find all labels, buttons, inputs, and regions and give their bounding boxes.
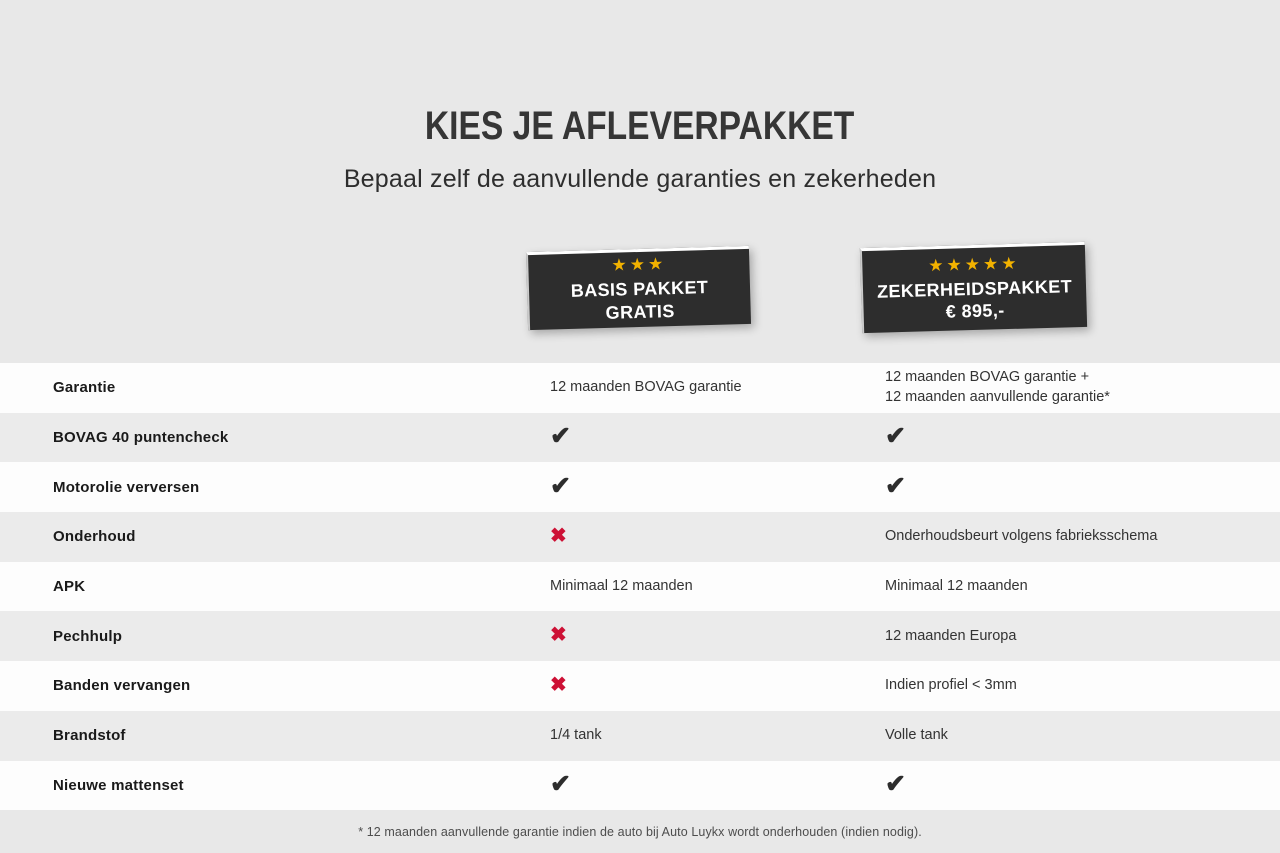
comparison-table: Garantie 12 maanden BOVAG garantie 12 maan… bbox=[0, 363, 1280, 811]
table-row: Banden vervangen ✖ Indien profiel < 3mm bbox=[0, 661, 1280, 711]
row-label: BOVAG 40 puntencheck bbox=[53, 429, 229, 447]
page-header: KIES JE AFLEVERPAKKET Bepaal zelf de aan… bbox=[0, 0, 1280, 194]
row-label: Motorolie verversen bbox=[53, 478, 200, 496]
check-icon: ✔ bbox=[885, 471, 906, 500]
check-icon: ✔ bbox=[550, 471, 571, 500]
table-cell-basis: ✖ bbox=[550, 625, 885, 648]
table-cell-basis: ✖ bbox=[550, 526, 885, 549]
table-cell-zekerheid: ✔ bbox=[885, 471, 1280, 501]
page-subtitle: Bepaal zelf de aanvullende garanties en … bbox=[343, 165, 937, 193]
table-cell-zekerheid: Onderhoudsbeurt volgens fabrieksschema bbox=[885, 528, 1158, 545]
star-rating: ★★★★★ bbox=[927, 253, 1020, 275]
table-row: APK Minimaal 12 maanden Minimaal 12 maande… bbox=[0, 561, 1280, 612]
table-cell-basis: ✔ bbox=[550, 424, 885, 451]
check-icon: ✔ bbox=[550, 422, 571, 451]
table-row: Nieuwe mattenset ✔ ✔ bbox=[0, 760, 1280, 811]
footnote: * 12 maanden aanvullende garantie indien… bbox=[358, 824, 922, 839]
table-row: Onderhoud ✖ Onderhoudsbeurt volgens fabrie… bbox=[0, 512, 1280, 562]
row-label: APK bbox=[53, 578, 86, 596]
cross-icon: ✖ bbox=[550, 673, 567, 696]
table-cell-zekerheid: Minimaal 12 maanden bbox=[885, 577, 1028, 594]
star-rating: ★★★ bbox=[611, 254, 667, 275]
table-cell-basis: 1/4 tank bbox=[550, 726, 602, 743]
check-icon: ✔ bbox=[550, 770, 571, 799]
cross-icon: ✖ bbox=[550, 524, 567, 547]
row-label: Garantie bbox=[53, 379, 116, 397]
table-cell-basis: ✔ bbox=[550, 772, 885, 799]
check-icon: ✔ bbox=[885, 422, 906, 451]
table-cell-basis: ✖ bbox=[550, 675, 885, 698]
package-name: ZEKERHEIDSPAKKET bbox=[876, 275, 1073, 302]
table-row: Brandstof 1/4 tank Volle tank bbox=[0, 710, 1280, 761]
cross-icon: ✖ bbox=[550, 624, 567, 646]
table-cell-basis: Minimaal 12 maanden bbox=[550, 577, 693, 594]
package-badge-basis[interactable]: ★★★ BASIS PAKKET GRATIS bbox=[525, 245, 752, 331]
table-row: Garantie 12 maanden BOVAG garantie 12 maan… bbox=[0, 363, 1280, 413]
package-price: € 895,- bbox=[945, 300, 1005, 322]
row-label: Banden vervangen bbox=[53, 677, 191, 695]
table-row: Motorolie verversen ✔ ✔ bbox=[0, 462, 1280, 513]
table-cell-basis: ✔ bbox=[550, 471, 885, 501]
package-price: GRATIS bbox=[605, 300, 675, 323]
page-footer: * 12 maanden aanvullende garantie indien… bbox=[0, 810, 1280, 853]
row-label: Nieuwe mattenset bbox=[53, 776, 184, 794]
table-cell-zekerheid: 12 maanden BOVAG garantie + 12 maanden a… bbox=[885, 369, 1110, 405]
page-title: KIES JE AFLEVERPAKKET bbox=[425, 104, 855, 148]
table-cell-zekerheid: Volle tank bbox=[885, 726, 948, 743]
row-label: Onderhoud bbox=[53, 528, 136, 546]
table-cell-zekerheid: Indien profiel < 3mm bbox=[885, 677, 1017, 694]
package-name: BASIS PAKKET bbox=[570, 277, 709, 301]
row-label: Pechhulp bbox=[53, 627, 123, 645]
package-badge-zekerheid[interactable]: ★★★★★ ZEKERHEIDSPAKKET € 895,- bbox=[859, 241, 1088, 334]
table-row: Pechhulp ✖ 12 maanden Europa bbox=[0, 611, 1280, 662]
row-label: Brandstof bbox=[53, 727, 126, 745]
table-cell-zekerheid: ✔ bbox=[885, 424, 1280, 451]
table-cell-basis: 12 maanden BOVAG garantie bbox=[550, 379, 742, 396]
check-icon: ✔ bbox=[885, 770, 906, 799]
table-cell-zekerheid: ✔ bbox=[885, 772, 1280, 799]
table-cell-zekerheid: 12 maanden Europa bbox=[885, 627, 1017, 644]
table-row: BOVAG 40 puntencheck ✔ ✔ bbox=[0, 412, 1280, 463]
